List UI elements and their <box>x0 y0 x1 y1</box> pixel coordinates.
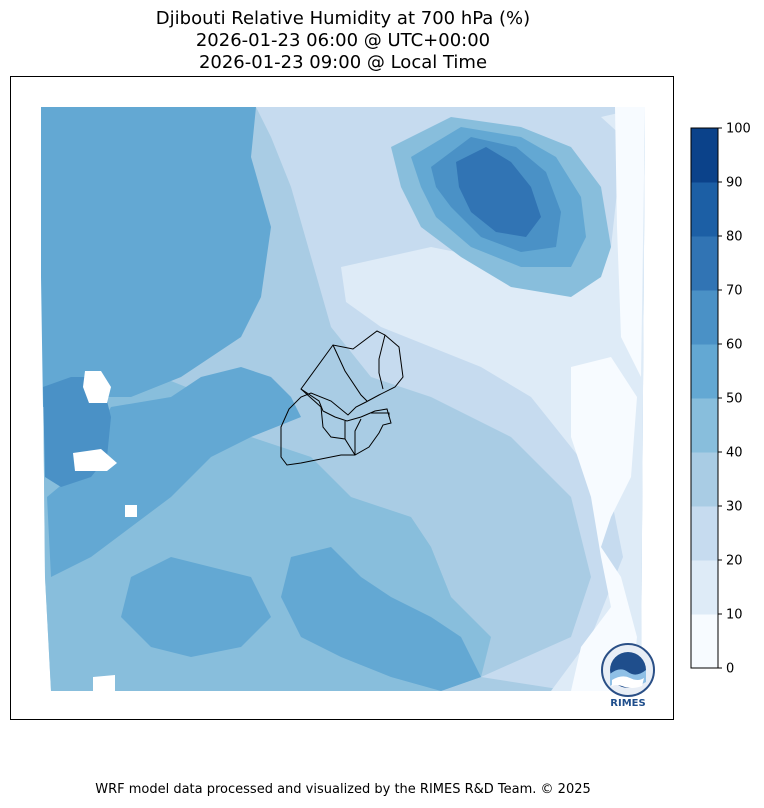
humidity-band-0-10-edge <box>615 107 645 377</box>
colorbar-tick-label: 70 <box>726 284 743 299</box>
local-time: 2026-01-23 09:00 @ Local Time <box>198 52 488 73</box>
humidity-band-50-60-southcentral <box>121 557 271 657</box>
rimes-logo: RIMES <box>601 643 655 709</box>
colorbar-segment <box>691 506 718 561</box>
humidity-band-50-60-west <box>41 107 271 407</box>
missing-data-patch <box>73 449 117 471</box>
colorbar-segment <box>691 614 718 669</box>
colorbar-tick-label: 10 <box>726 608 743 623</box>
colorbar-segment <box>691 128 718 183</box>
colorbar-tick-label: 0 <box>726 662 734 677</box>
logo-text: RIMES <box>610 698 645 709</box>
colorbar-tick-label: 90 <box>726 176 743 191</box>
colorbar-tick-label: 20 <box>726 554 743 569</box>
colorbar-segment <box>691 236 718 291</box>
colorbar-segment <box>691 560 718 615</box>
colorbar-tick-label: 80 <box>726 230 743 245</box>
colorbar-tick-label: 100 <box>726 122 751 137</box>
colorbar-tick-label: 60 <box>726 338 743 353</box>
colorbar-tick-label: 40 <box>726 446 743 461</box>
colorbar-tick-label: 50 <box>726 392 743 407</box>
colorbar-segment <box>691 452 718 507</box>
colorbar-segment <box>691 290 718 345</box>
colorbar: 0 10 20 30 40 50 60 70 80 90 100 <box>690 122 751 677</box>
colorbar-tick-label: 30 <box>726 500 743 515</box>
missing-data-patch <box>83 371 111 403</box>
missing-data-patch <box>125 505 137 517</box>
humidity-map <box>41 107 645 691</box>
missing-data-patch <box>93 675 115 691</box>
utc-time: 2026-01-23 06:00 @ UTC+00:00 <box>195 30 491 51</box>
colorbar-segment <box>691 344 718 399</box>
credit-text: WRF model data processed and visualized … <box>95 782 591 797</box>
djibouti-borders <box>280 330 404 466</box>
humidity-band-10-20-east <box>341 107 645 691</box>
colorbar-segment <box>691 182 718 237</box>
map-title: Djibouti Relative Humidity at 700 hPa (%… <box>155 8 531 29</box>
humidity-band-0-10-east <box>571 357 637 691</box>
humidity-band-50-60-south <box>281 547 481 691</box>
map-frame <box>10 76 674 720</box>
humidity-band-70-80-northeast <box>456 147 541 237</box>
colorbar-segment <box>691 398 718 453</box>
